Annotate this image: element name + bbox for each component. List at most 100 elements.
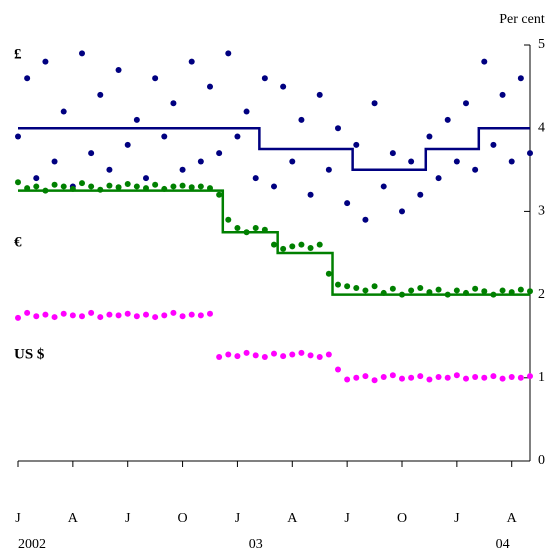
- data-point: [24, 75, 31, 82]
- data-point: [33, 183, 40, 190]
- data-point: [527, 150, 533, 157]
- data-point: [42, 58, 49, 65]
- year-label: 2002: [18, 537, 46, 552]
- data-point: [51, 158, 58, 165]
- data-point: [499, 287, 506, 294]
- data-point: [362, 287, 369, 294]
- x-tick-label: J: [454, 511, 460, 526]
- data-point: [463, 375, 469, 382]
- data-point: [335, 366, 341, 373]
- data-point: [252, 352, 259, 359]
- data-point: [143, 311, 149, 318]
- data-point: [188, 184, 195, 191]
- data-point: [15, 133, 21, 140]
- data-point: [88, 309, 95, 316]
- data-point: [408, 287, 415, 294]
- data-point: [243, 349, 250, 356]
- data-point: [152, 75, 159, 82]
- data-point: [344, 283, 351, 290]
- data-point: [517, 286, 524, 293]
- data-point: [197, 158, 204, 165]
- data-point: [408, 374, 415, 381]
- data-point: [252, 225, 259, 232]
- data-point: [252, 175, 259, 182]
- data-point: [380, 183, 387, 190]
- data-point: [380, 373, 387, 380]
- data-point: [51, 181, 58, 188]
- data-point: [499, 91, 506, 98]
- data-point: [307, 352, 314, 359]
- data-point: [417, 191, 424, 198]
- data-point: [225, 351, 232, 358]
- data-point: [15, 314, 21, 321]
- data-point: [60, 108, 67, 115]
- data-point: [51, 314, 58, 321]
- data-point: [353, 141, 360, 148]
- data-point: [115, 66, 122, 73]
- data-point: [472, 166, 479, 173]
- data-point: [216, 150, 223, 157]
- data-point: [161, 312, 168, 319]
- data-point: [115, 312, 122, 319]
- x-tick-label: O: [397, 511, 407, 526]
- data-point: [97, 91, 104, 98]
- data-point: [453, 372, 460, 379]
- data-point: [225, 216, 232, 223]
- data-point: [371, 100, 378, 107]
- x-tick-label: J: [15, 511, 21, 526]
- data-point: [271, 183, 277, 190]
- data-point: [280, 83, 287, 90]
- data-point: [426, 376, 433, 383]
- data-point: [60, 310, 67, 317]
- data-point: [216, 191, 223, 198]
- data-point: [399, 208, 405, 215]
- data-point: [170, 309, 177, 316]
- data-point: [179, 166, 186, 173]
- data-point: [399, 375, 405, 382]
- data-point: [234, 133, 241, 140]
- data-point: [152, 314, 159, 321]
- x-tick-label: J: [125, 511, 131, 526]
- x-tick-label: J: [344, 511, 350, 526]
- data-point: [335, 281, 341, 288]
- data-point: [179, 182, 186, 189]
- data-point: [453, 158, 460, 165]
- data-point: [33, 175, 40, 182]
- data-point: [344, 376, 351, 383]
- y-tick-label: 0: [538, 453, 545, 468]
- data-point: [261, 75, 268, 82]
- data-point: [517, 75, 524, 82]
- data-point: [280, 353, 287, 360]
- data-point: [15, 179, 21, 186]
- data-point: [188, 58, 195, 65]
- series-label: £: [14, 46, 22, 62]
- data-point: [453, 287, 460, 294]
- data-point: [463, 100, 469, 107]
- data-point: [106, 182, 113, 189]
- data-point: [133, 116, 140, 123]
- data-point: [316, 241, 323, 248]
- data-point: [106, 166, 113, 173]
- data-point: [225, 50, 232, 57]
- data-point: [426, 133, 433, 140]
- data-point: [133, 183, 140, 190]
- data-point: [472, 373, 479, 380]
- data-point: [280, 245, 287, 252]
- data-point: [371, 377, 378, 384]
- data-point: [42, 311, 49, 318]
- data-point: [508, 373, 515, 380]
- data-point: [216, 354, 223, 360]
- data-point: [371, 283, 378, 290]
- data-point: [124, 180, 131, 187]
- data-point: [88, 183, 95, 190]
- data-point: [508, 158, 515, 165]
- data-point: [143, 175, 149, 182]
- data-point: [316, 91, 323, 98]
- data-point: [481, 288, 488, 295]
- series-label: €: [14, 234, 22, 250]
- data-point: [298, 241, 305, 248]
- data-point: [207, 310, 213, 317]
- data-point: [197, 183, 204, 190]
- data-point: [527, 373, 533, 380]
